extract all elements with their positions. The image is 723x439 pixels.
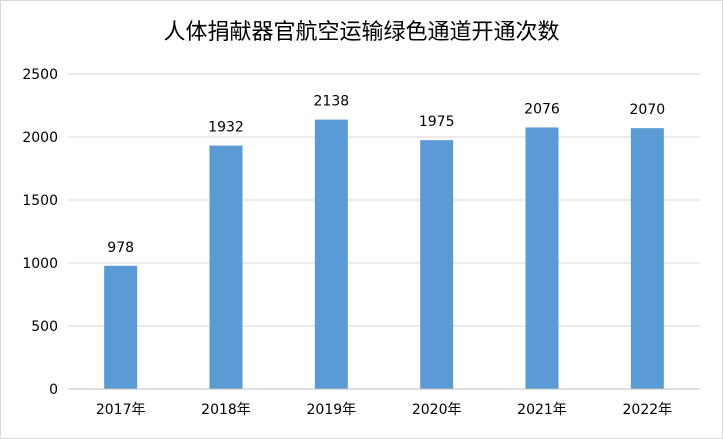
data-label: 1932	[208, 120, 244, 136]
x-tick-label: 2019年	[307, 402, 357, 418]
y-tick-label: 0	[49, 382, 58, 398]
x-tick-label: 2022年	[623, 402, 673, 418]
bar	[104, 265, 138, 389]
bar	[525, 127, 559, 389]
data-label: 2076	[524, 101, 560, 117]
chart-title: 人体捐献器官航空运输绿色通道开通次数	[163, 20, 560, 45]
data-label: 2070	[630, 102, 666, 118]
data-label: 978	[107, 240, 134, 256]
gridlines	[68, 73, 700, 327]
bar	[630, 128, 664, 389]
y-tick-label: 500	[31, 319, 58, 335]
y-tick-label: 2500	[22, 67, 58, 83]
bars	[104, 119, 664, 389]
data-labels: 978 1932 2138 1975 2076 2070	[107, 94, 665, 256]
x-tick-label: 2018年	[201, 402, 251, 418]
axes: 0 500 1000 1500 2000 2500 2017年 2018年 2019年 2020年…	[22, 67, 700, 418]
x-tick-label: 2021年	[517, 402, 567, 418]
y-tick-label: 1000	[22, 256, 58, 272]
data-label: 2138	[314, 94, 350, 110]
bar	[314, 119, 348, 389]
x-tick-label: 2020年	[412, 402, 462, 418]
x-tick-label: 2017年	[96, 402, 146, 418]
data-label: 1975	[419, 114, 455, 130]
y-tick-label: 1500	[22, 193, 58, 209]
bar	[209, 145, 243, 389]
bar	[420, 140, 454, 389]
y-tick-label: 2000	[22, 130, 58, 146]
